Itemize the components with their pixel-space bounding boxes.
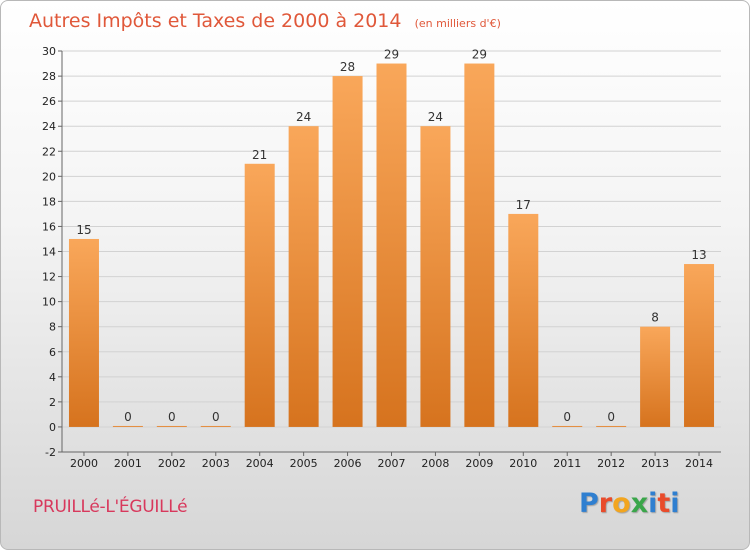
place-name: PRUILLé-L'ÉGUILLé — [33, 497, 188, 517]
y-tick-label: 0 — [49, 421, 56, 434]
x-tick-label: 2009 — [465, 457, 493, 470]
bar-value-label: 0 — [168, 410, 176, 424]
bar-value-label: 0 — [607, 410, 615, 424]
bar — [288, 126, 319, 427]
bar — [112, 425, 143, 427]
y-tick-label: 26 — [42, 95, 56, 108]
bar-value-label: 21 — [252, 148, 267, 162]
x-tick-label: 2012 — [597, 457, 625, 470]
logo-letter: i — [648, 488, 658, 519]
bar — [552, 425, 583, 427]
logo-letter: P — [579, 488, 599, 519]
bar-value-label: 0 — [212, 410, 220, 424]
bar-value-label: 13 — [691, 248, 706, 262]
y-tick-label: 2 — [49, 396, 56, 409]
bar-value-label: 8 — [651, 311, 659, 325]
bar-value-label: 17 — [516, 198, 531, 212]
bar-value-label: 24 — [428, 110, 443, 124]
logo-letter: o — [612, 488, 631, 519]
bar — [684, 264, 715, 427]
x-tick-label: 2000 — [70, 457, 98, 470]
bar — [68, 238, 99, 427]
x-tick-label: 2011 — [553, 457, 581, 470]
x-tick-label: 2014 — [685, 457, 713, 470]
bar — [508, 213, 539, 427]
chart-subtitle: (en milliers d'€) — [415, 17, 501, 30]
x-tick-label: 2010 — [509, 457, 537, 470]
bar — [332, 76, 363, 427]
bar-value-label: 24 — [296, 110, 311, 124]
y-tick-label: 14 — [42, 246, 56, 259]
chart-title-text: Autres Impôts et Taxes de 2000 à 2014 — [29, 10, 402, 32]
bar-value-label: 29 — [472, 48, 487, 62]
y-tick-label: 30 — [42, 45, 56, 58]
x-tick-label: 2008 — [421, 457, 449, 470]
y-tick-label: -2 — [45, 446, 56, 459]
bar-value-label: 0 — [124, 410, 132, 424]
y-tick-label: 12 — [42, 271, 56, 284]
logo-letter: x — [630, 488, 649, 519]
bar-value-label: 15 — [76, 223, 91, 237]
y-tick-label: 24 — [42, 120, 56, 133]
bar-value-label: 29 — [384, 48, 399, 62]
bar-value-label: 0 — [563, 410, 571, 424]
x-tick-label: 2013 — [641, 457, 669, 470]
x-tick-label: 2006 — [334, 457, 362, 470]
x-tick-label: 2005 — [290, 457, 318, 470]
bar — [200, 425, 231, 427]
y-tick-label: 4 — [49, 371, 56, 384]
x-tick-label: 2002 — [158, 457, 186, 470]
y-tick-label: 16 — [42, 220, 56, 233]
logo-letter: r — [598, 488, 613, 519]
x-tick-label: 2007 — [378, 457, 406, 470]
bar-value-label: 28 — [340, 60, 355, 74]
chart-title: Autres Impôts et Taxes de 2000 à 2014 (e… — [29, 10, 501, 32]
y-tick-label: 8 — [49, 321, 56, 334]
y-tick-label: 28 — [42, 70, 56, 83]
logo-letter: t — [657, 488, 671, 519]
y-tick-label: 20 — [42, 170, 56, 183]
bar — [464, 63, 495, 427]
y-tick-label: 6 — [49, 346, 56, 359]
bar — [596, 425, 627, 427]
bar — [156, 425, 187, 427]
plot-area: -202468101214161820222426283015200002001… — [42, 45, 721, 470]
y-tick-label: 10 — [42, 296, 56, 309]
y-tick-label: 22 — [42, 145, 56, 158]
logo-letter: i — [670, 488, 680, 519]
y-tick-label: 18 — [42, 195, 56, 208]
proxiti-logo: Proxiti — [579, 488, 680, 519]
x-tick-label: 2003 — [202, 457, 230, 470]
bar — [244, 163, 275, 427]
bar — [640, 326, 671, 427]
x-tick-label: 2004 — [246, 457, 274, 470]
bar — [420, 126, 451, 427]
x-tick-label: 2001 — [114, 457, 142, 470]
bar — [376, 63, 407, 427]
